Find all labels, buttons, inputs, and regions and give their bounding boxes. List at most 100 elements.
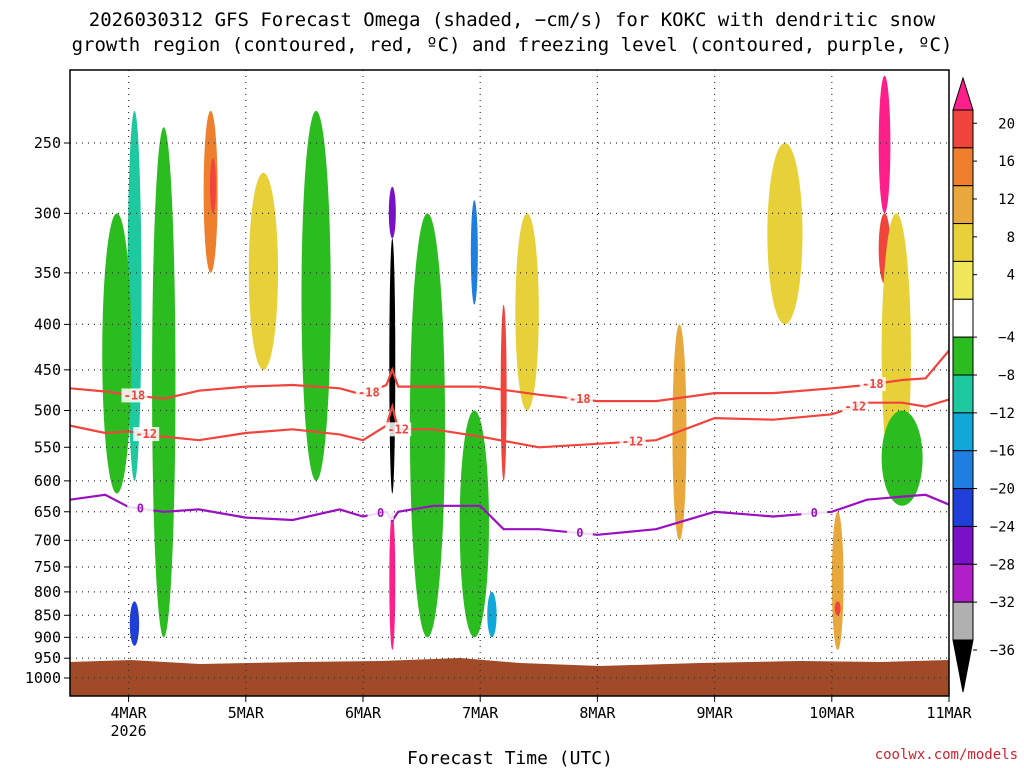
contour-line--12: [70, 398, 949, 449]
chart-title-line2: growth region (contoured, red, ºC) and f…: [72, 34, 953, 56]
x-tick-label-7MAR: 7MAR: [462, 704, 499, 722]
omega-cell-2: [129, 601, 140, 646]
colorbar-label-1: 16: [998, 154, 1015, 170]
x-tick-label-10MAR: 10MAR: [809, 704, 855, 722]
colorbar-label-4: 4: [1007, 268, 1015, 284]
y-tick-label-850: 850: [34, 606, 61, 624]
omega-cell-18: [767, 143, 803, 325]
contour-label--12-0: -12: [135, 427, 157, 441]
omega-cell-11: [409, 213, 446, 638]
y-tick-label-700: 700: [34, 531, 61, 549]
colorbar-top-arrow: [952, 76, 974, 111]
omega-cell-15: [459, 410, 489, 638]
contour-label-bg--18-2: [566, 392, 593, 407]
colorbar-label-10: −24: [990, 519, 1015, 535]
y-tick-label-750: 750: [34, 558, 61, 576]
colorbar-label-2: 12: [998, 192, 1015, 208]
colorbar-box-10: [952, 488, 974, 527]
colorbar-box-3: [952, 223, 974, 262]
y-tick-label-800: 800: [34, 583, 61, 601]
contour-label-bg-0-2: [566, 526, 593, 541]
y-tick-label-950: 950: [34, 649, 61, 667]
omega-cell-1: [102, 213, 132, 494]
omega-cell-10: [389, 511, 396, 650]
omega-cell-6: [248, 172, 279, 370]
ground-layer: [70, 658, 949, 696]
colorbar-box-12: [952, 563, 974, 603]
contour-label-0-3: 0: [811, 506, 818, 520]
colorbar-box-11: [952, 525, 974, 565]
colorbar-bottom-arrow: [952, 639, 974, 693]
colorbar-label-3: 8: [1007, 230, 1015, 246]
contour-label-bg--18-1: [355, 385, 382, 400]
colorbar-box-9: [952, 450, 974, 490]
y-tick-label-650: 650: [34, 503, 61, 521]
contour-label-bg--18-0: [121, 388, 148, 403]
y-tick-label-300: 300: [34, 204, 61, 222]
colorbar-box-7: [952, 374, 974, 414]
contour-line-0: [70, 493, 949, 536]
colorbar-label-6: −8: [998, 368, 1015, 384]
colorbar-label-8: −16: [990, 444, 1015, 460]
colorbar-box-0: [952, 109, 974, 149]
y-tick-label-350: 350: [34, 264, 61, 282]
temperature-contours: -18 -18 -18 -18 -12 -12 -12 -12 0 0 0 0: [70, 349, 949, 541]
omega-cell-24: [881, 410, 923, 506]
contour-label--12-2: -12: [622, 435, 644, 449]
colorbar-label-7: −12: [990, 406, 1015, 422]
colorbar-label-0: 20: [998, 116, 1015, 132]
contour-label-bg--12-3: [842, 399, 869, 414]
omega-cell-8: [389, 238, 396, 494]
omega-shading: [102, 75, 923, 650]
x-axis-label: Forecast Time (UTC): [407, 748, 613, 768]
y-tick-label-1000: 1000: [25, 669, 61, 687]
terrain-fill: [70, 658, 949, 696]
y-tick-label-250: 250: [34, 134, 61, 152]
x-tick-label-8MAR: 8MAR: [579, 704, 616, 722]
colorbar-label-13: −36: [990, 643, 1015, 659]
contour-label-bg-0-3: [801, 506, 828, 521]
contour-label--18-2: -18: [569, 392, 591, 406]
colorbar-box-1: [952, 147, 974, 187]
y-tick-label-500: 500: [34, 402, 61, 420]
omega-cell-20: [834, 601, 841, 616]
contour-label-bg--12-0: [133, 427, 160, 442]
omega-cell-21: [878, 75, 891, 214]
contour-label--18-0: -18: [124, 388, 146, 402]
colorbar-label-12: −32: [990, 595, 1015, 611]
omega-cell-12: [470, 200, 478, 305]
plot-frame: [69, 69, 950, 697]
contour-label--12-1: -12: [387, 422, 409, 436]
contour-label-bg-0-1: [367, 505, 394, 520]
omega-cell-9: [388, 186, 396, 239]
colorbar-box-5: [952, 298, 974, 338]
y-tick-label-600: 600: [34, 472, 61, 490]
y-axis-pressure: 250 300 350 400 450 500 550 600 650 700 750 800 850 9…: [25, 134, 70, 687]
credit-text: coolwx.com/models: [875, 747, 1018, 763]
contour-label-bg--12-2: [619, 434, 646, 449]
x-tick-label-4MAR: 4MAR: [111, 704, 148, 722]
colorbar-box-8: [952, 412, 974, 452]
colorbar-box-6: [952, 336, 974, 376]
contour-label-bg-0-0: [127, 501, 154, 516]
colorbar-box-13: [952, 601, 974, 641]
omega-cell-19: [831, 511, 844, 650]
colorbar-box-2: [952, 185, 974, 225]
omega-cell-16: [515, 213, 539, 411]
colorbar-label-11: −28: [990, 557, 1015, 573]
omega-cell-14: [487, 591, 497, 638]
colorbar-label-9: −20: [990, 482, 1015, 498]
chart-title-line1: 2026030312 GFS Forecast Omega (shaded, −…: [89, 9, 936, 31]
contour-label-bg--18-3: [859, 377, 886, 392]
omega-cell-5: [209, 158, 216, 214]
omega-cell-7: [301, 110, 331, 481]
x-tick-sublabel-4MAR: 2026: [111, 722, 147, 740]
y-tick-label-400: 400: [34, 315, 61, 333]
contour-label-0-0: 0: [137, 502, 144, 516]
x-tick-label-9MAR: 9MAR: [697, 704, 734, 722]
x-tick-label-6MAR: 6MAR: [345, 704, 382, 722]
y-tick-label-450: 450: [34, 361, 61, 379]
plot-background: [70, 70, 949, 696]
colorbar-box-4: [952, 260, 974, 300]
